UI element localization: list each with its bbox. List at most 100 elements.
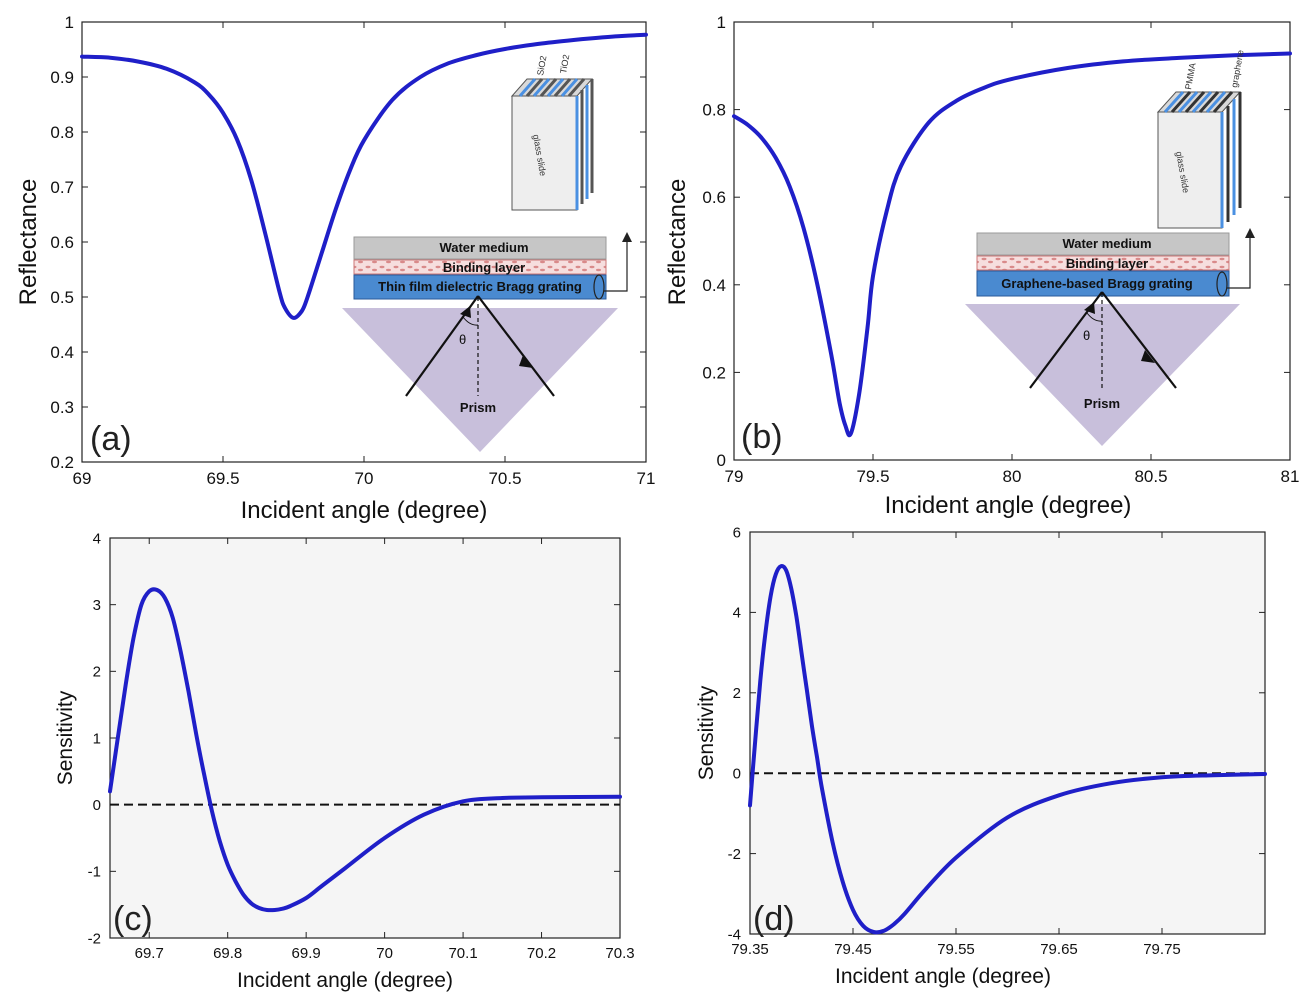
plot-area-d bbox=[749, 531, 1266, 935]
x-tick-label-a-0: 69 bbox=[73, 469, 92, 488]
x-axis-label-d: Incident angle (degree) bbox=[835, 965, 1051, 988]
y-tick-label-b-4: 0.8 bbox=[702, 101, 726, 120]
series-line-d bbox=[748, 564, 1267, 935]
layer-label-grating-b: Graphene-based Bragg grating bbox=[1001, 276, 1192, 291]
y-tick-label-d-2: 0 bbox=[733, 765, 741, 782]
y-tick-labels-d: -4 -2 0 2 4 6 bbox=[728, 524, 741, 943]
y-tick-label-d-0: -4 bbox=[728, 926, 741, 943]
x-tick-label-b-4: 81 bbox=[1281, 467, 1299, 486]
x-tick-label-a-3: 70.5 bbox=[488, 469, 521, 488]
layer-label-water-a: Water medium bbox=[439, 240, 528, 255]
x-tick-label-a-4: 71 bbox=[637, 469, 656, 488]
x-tick-label-c-2: 69.9 bbox=[292, 945, 321, 962]
x-tick-label-d-1: 79.45 bbox=[834, 941, 872, 958]
prism-a bbox=[342, 308, 618, 452]
series-line-a bbox=[80, 32, 648, 320]
x-tick-labels-b: 79 79.5 80 80.5 81 bbox=[725, 467, 1299, 486]
y-tick-label-a-4: 0.6 bbox=[50, 233, 74, 252]
y-tick-label-a-7: 0.9 bbox=[50, 68, 74, 87]
x-tick-label-a-1: 69.5 bbox=[206, 469, 239, 488]
angle-label-b: θ bbox=[1083, 328, 1090, 343]
multilayer-cube-b: glass slide PMMA graphene bbox=[1156, 49, 1246, 229]
panel-label-a: (a) bbox=[90, 420, 132, 458]
x-tick-label-d-4: 79.75 bbox=[1143, 941, 1181, 958]
y-tick-label-c-2: 0 bbox=[93, 797, 101, 814]
prism-label-a: Prism bbox=[460, 400, 496, 415]
angle-label-a: θ bbox=[459, 332, 466, 347]
panel-d: -4 -2 0 2 4 6 79.35 79.45 79.55 79.65 79.75 (d) I… bbox=[695, 524, 1267, 988]
x-tick-label-a-2: 70 bbox=[355, 469, 374, 488]
y-tick-label-a-5: 0.7 bbox=[50, 178, 74, 197]
x-tick-label-c-1: 69.8 bbox=[213, 945, 242, 962]
series-line-c bbox=[108, 587, 622, 913]
panel-label-c: (c) bbox=[113, 900, 153, 938]
y-tick-label-a-2: 0.4 bbox=[50, 343, 74, 362]
water-layer-a bbox=[353, 236, 607, 260]
y-tick-label-d-4: 4 bbox=[733, 605, 741, 622]
y-tick-label-b-0: 0 bbox=[717, 451, 726, 470]
panel-b: 0 0.2 0.4 0.6 0.8 1 79 79.5 80 80.5 81 (b) Incide… bbox=[664, 13, 1299, 519]
y-axis-label-d: Sensitivity bbox=[695, 685, 718, 780]
y-tick-labels-b: 0 0.2 0.4 0.6 0.8 1 bbox=[702, 13, 726, 470]
cube-label-a-1: SiO2 bbox=[535, 55, 548, 76]
x-tick-label-b-0: 79 bbox=[725, 467, 744, 486]
binding-layer-a bbox=[353, 259, 607, 275]
y-tick-label-b-5: 1 bbox=[717, 13, 726, 32]
layer-label-water-b: Water medium bbox=[1062, 236, 1151, 251]
inset-diagram-b: glass slide PMMA graphene Water medium B… bbox=[965, 49, 1255, 446]
y-tick-label-c-5: 3 bbox=[93, 597, 101, 614]
multilayer-cube-a: glass slide SiO2 TiO2 bbox=[510, 54, 594, 211]
y-tick-label-c-1: -1 bbox=[88, 864, 101, 881]
x-tick-label-b-1: 79.5 bbox=[856, 467, 889, 486]
x-tick-labels-d: 79.35 79.45 79.55 79.65 79.75 bbox=[731, 941, 1181, 958]
y-axis-label-c: Sensitivity bbox=[54, 690, 77, 785]
y-tick-labels-a: 0.2 0.3 0.4 0.5 0.6 0.7 0.8 0.9 1 bbox=[50, 13, 74, 472]
ticks-a bbox=[81, 21, 647, 463]
y-tick-labels-c: -2 -1 0 1 2 3 4 bbox=[88, 530, 101, 947]
layer-label-binding-a: Binding layer bbox=[443, 260, 525, 275]
x-tick-label-c-3: 70 bbox=[376, 945, 393, 962]
layer-label-grating-a: Thin film dielectric Bragg grating bbox=[378, 279, 582, 294]
x-tick-label-d-3: 79.65 bbox=[1040, 941, 1078, 958]
y-axis-label-a: Reflectance bbox=[15, 179, 42, 306]
x-axis-label-a: Incident angle (degree) bbox=[241, 497, 488, 524]
cube-label-a-2: TiO2 bbox=[558, 54, 571, 75]
plot-area-c bbox=[109, 537, 621, 939]
inset-diagram-a: glass slide SiO2 TiO2 Water medium Bindi… bbox=[342, 54, 632, 452]
x-tick-label-b-2: 80 bbox=[1003, 467, 1022, 486]
y-tick-label-b-1: 0.2 bbox=[702, 363, 726, 382]
series-line-b bbox=[732, 51, 1292, 438]
binding-layer-b bbox=[976, 255, 1230, 271]
y-tick-label-a-0: 0.2 bbox=[50, 453, 74, 472]
y-tick-label-c-0: -2 bbox=[88, 930, 101, 947]
y-tick-label-d-3: 2 bbox=[733, 685, 741, 702]
panel-label-d: (d) bbox=[753, 900, 795, 938]
y-tick-label-c-4: 2 bbox=[93, 664, 101, 681]
ticks-c bbox=[110, 537, 621, 939]
x-tick-label-c-4: 70.1 bbox=[448, 945, 477, 962]
x-axis-label-b: Incident angle (degree) bbox=[885, 492, 1132, 519]
x-tick-label-c-6: 70.3 bbox=[605, 945, 634, 962]
grating-layer-a bbox=[353, 274, 607, 300]
x-tick-labels-a: 69 69.5 70 70.5 71 bbox=[73, 469, 656, 488]
x-tick-label-c-0: 69.7 bbox=[135, 945, 164, 962]
y-tick-label-a-3: 0.5 bbox=[50, 288, 74, 307]
y-tick-label-a-1: 0.3 bbox=[50, 398, 74, 417]
x-tick-label-d-2: 79.55 bbox=[937, 941, 975, 958]
y-tick-label-b-3: 0.6 bbox=[702, 188, 726, 207]
y-tick-label-a-8: 1 bbox=[65, 13, 74, 32]
x-axis-label-c: Incident angle (degree) bbox=[237, 969, 453, 992]
y-tick-label-c-6: 4 bbox=[93, 530, 101, 547]
y-tick-label-a-6: 0.8 bbox=[50, 123, 74, 142]
x-tick-label-c-5: 70.2 bbox=[527, 945, 556, 962]
prism-label-b: Prism bbox=[1084, 396, 1120, 411]
x-tick-label-d-0: 79.35 bbox=[731, 941, 769, 958]
layer-label-binding-b: Binding layer bbox=[1066, 256, 1148, 271]
water-layer-b bbox=[976, 232, 1230, 256]
panel-c: -2 -1 0 1 2 3 4 69.7 69.8 69.9 70 70.1 70.2 70.3 (c)… bbox=[54, 530, 635, 992]
y-tick-label-c-3: 1 bbox=[93, 730, 101, 747]
panel-a: 0.2 0.3 0.4 0.5 0.6 0.7 0.8 0.9 1 69 69.5 70 70.5 71… bbox=[15, 13, 655, 524]
cube-label-b-1: PMMA bbox=[1183, 62, 1198, 90]
x-tick-labels-c: 69.7 69.8 69.9 70 70.1 70.2 70.3 bbox=[135, 945, 635, 962]
